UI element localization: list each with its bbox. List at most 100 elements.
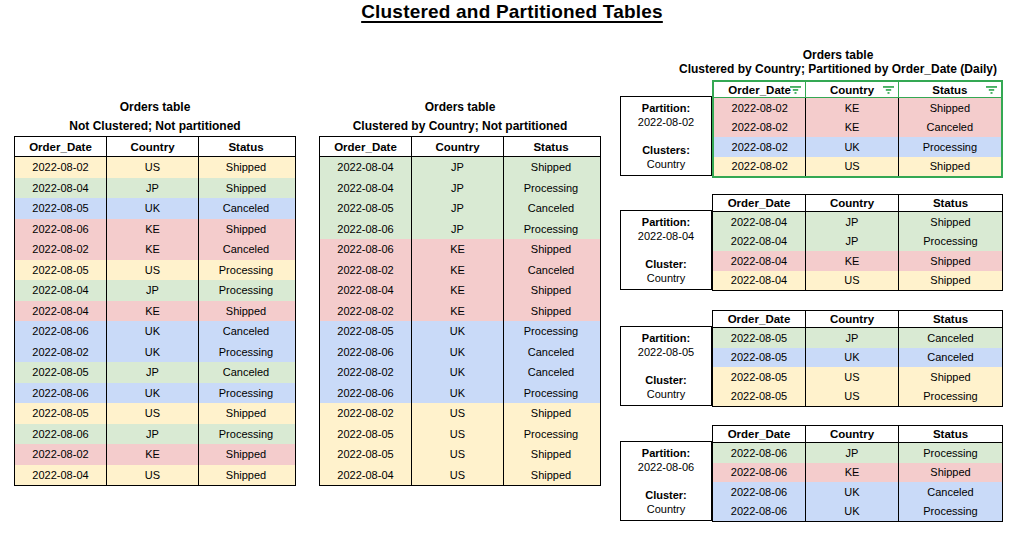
column-header-label: Status bbox=[933, 313, 968, 325]
table-cell: Processing bbox=[504, 424, 598, 445]
table-cell: Shipped bbox=[199, 178, 293, 199]
table-cell: Processing bbox=[899, 137, 1001, 157]
partition-group-2022-08-05: Partition: 2022-08-05 Cluster: Country O… bbox=[620, 310, 1003, 407]
column-header-order_date: Order_Date bbox=[320, 137, 412, 156]
table-cell: Shipped bbox=[504, 301, 598, 322]
table-cell: US bbox=[107, 157, 199, 178]
partition-value: 2022-08-04 bbox=[623, 230, 709, 244]
column-header-order_date: Order_Date bbox=[714, 82, 806, 97]
table-row: 2022-08-06UKProcessing bbox=[713, 502, 1002, 522]
table-cell: 2022-08-02 bbox=[15, 444, 107, 465]
table-cell: 2022-08-05 bbox=[713, 348, 806, 368]
filter-icon bbox=[790, 85, 801, 94]
table-cell: 2022-08-05 bbox=[15, 198, 107, 219]
column-header-label: Country bbox=[435, 141, 479, 153]
table-cell: US bbox=[806, 157, 898, 177]
table-body: 2022-08-02KEShipped2022-08-02KECanceled2… bbox=[714, 98, 1001, 176]
table-cell: 2022-08-06 bbox=[15, 383, 107, 404]
section-title: Orders table bbox=[14, 98, 296, 117]
table-row: 2022-08-02KEShipped bbox=[320, 301, 600, 322]
table-cell: UK bbox=[412, 321, 504, 342]
table-cell: 2022-08-04 bbox=[713, 271, 806, 291]
column-header-label: Status bbox=[533, 141, 568, 153]
table-cell: 2022-08-05 bbox=[320, 424, 412, 445]
table-row: 2022-08-05USShipped bbox=[15, 403, 295, 424]
table-cell: Canceled bbox=[899, 348, 1002, 368]
table-cell: 2022-08-02 bbox=[714, 118, 806, 138]
table-row: 2022-08-04USShipped bbox=[320, 465, 600, 486]
table-cell: 2022-08-06 bbox=[320, 219, 412, 240]
table-cell: JP bbox=[806, 232, 899, 252]
column-header-status: Status bbox=[504, 137, 598, 156]
table-cell: JP bbox=[107, 362, 199, 383]
table-row: 2022-08-05USShipped bbox=[320, 444, 600, 465]
table-cell: KE bbox=[806, 463, 899, 483]
partition-group-2022-08-02: Partition: 2022-08-02 Clusters: Country … bbox=[620, 80, 1003, 178]
table-row: 2022-08-04KEShipped bbox=[713, 251, 1002, 271]
cluster-value: Country bbox=[623, 503, 709, 517]
partition-table-2022-08-05: Order_DateCountryStatus 2022-08-05JPCanc… bbox=[712, 310, 1003, 407]
table-cell: Canceled bbox=[504, 362, 598, 383]
table-row: 2022-08-04JPProcessing bbox=[320, 178, 600, 199]
cluster-value: Country bbox=[623, 158, 709, 172]
column-header-label: Status bbox=[228, 141, 263, 153]
table-cell: KE bbox=[806, 98, 898, 118]
table-cell: UK bbox=[412, 342, 504, 363]
table-cell: Processing bbox=[504, 383, 598, 404]
table-cell: JP bbox=[806, 212, 899, 232]
table-cell: 2022-08-02 bbox=[15, 342, 107, 363]
table-cell: JP bbox=[107, 424, 199, 445]
table-cell: Shipped bbox=[199, 219, 293, 240]
table-cell: 2022-08-04 bbox=[320, 465, 412, 486]
table-cell: 2022-08-02 bbox=[320, 362, 412, 383]
table-cell: 2022-08-06 bbox=[320, 342, 412, 363]
partition-label: Partition: bbox=[623, 216, 709, 230]
table-cell: 2022-08-06 bbox=[15, 219, 107, 240]
partition-value: 2022-08-02 bbox=[623, 116, 709, 130]
table-cell: JP bbox=[806, 443, 899, 463]
table-cell: 2022-08-04 bbox=[713, 212, 806, 232]
table-cell: US bbox=[806, 367, 899, 387]
table-row: 2022-08-02KECanceled bbox=[320, 260, 600, 281]
table-cell: JP bbox=[806, 328, 899, 348]
table-body: 2022-08-04JPShipped2022-08-04JPProcessin… bbox=[320, 157, 600, 485]
cluster-label: Cluster: bbox=[623, 489, 709, 503]
table-cell: 2022-08-04 bbox=[320, 280, 412, 301]
orders-table-not-clustered: Order_DateCountryStatus 2022-08-02USShip… bbox=[14, 136, 296, 486]
table-cell: UK bbox=[412, 362, 504, 383]
table-row: 2022-08-04JPShipped bbox=[320, 157, 600, 178]
cluster-value: Country bbox=[623, 388, 709, 402]
table-cell: UK bbox=[107, 383, 199, 404]
table-cell: 2022-08-02 bbox=[15, 157, 107, 178]
table-cell: Shipped bbox=[899, 251, 1002, 271]
table-cell: US bbox=[107, 465, 199, 486]
table-cell: Processing bbox=[899, 387, 1002, 407]
partition-group-2022-08-04: Partition: 2022-08-04 Cluster: Country O… bbox=[620, 194, 1003, 291]
section-title: Orders table bbox=[655, 49, 1021, 63]
table-cell: Processing bbox=[899, 232, 1002, 252]
table-cell: Shipped bbox=[199, 444, 293, 465]
table-cell: KE bbox=[412, 301, 504, 322]
table-cell: Processing bbox=[504, 178, 598, 199]
column-header-label: Order_Date bbox=[728, 428, 791, 440]
table-cell: JP bbox=[412, 157, 504, 178]
table-cell: Processing bbox=[199, 280, 293, 301]
partition-group-2022-08-06: Partition: 2022-08-06 Cluster: Country O… bbox=[620, 425, 1003, 522]
table-row: 2022-08-06UKCanceled bbox=[713, 482, 1002, 502]
table-cell: 2022-08-04 bbox=[15, 280, 107, 301]
table-body: 2022-08-04JPShipped2022-08-04JPProcessin… bbox=[713, 212, 1002, 290]
table-row: 2022-08-05UKCanceled bbox=[15, 198, 295, 219]
table-cell: Processing bbox=[504, 321, 598, 342]
table-cell: US bbox=[412, 444, 504, 465]
table-cell: 2022-08-06 bbox=[320, 383, 412, 404]
table-cell: Shipped bbox=[899, 157, 1001, 177]
table-cell: US bbox=[806, 271, 899, 291]
page-title: Clustered and Partitioned Tables bbox=[0, 1, 1024, 23]
table-cell: Canceled bbox=[899, 482, 1002, 502]
table-cell: Shipped bbox=[899, 367, 1002, 387]
table-row: 2022-08-05UKCanceled bbox=[713, 348, 1002, 368]
table-cell: JP bbox=[412, 219, 504, 240]
table-cell: 2022-08-06 bbox=[320, 239, 412, 260]
table-cell: KE bbox=[412, 260, 504, 281]
table-cell: Canceled bbox=[504, 260, 598, 281]
